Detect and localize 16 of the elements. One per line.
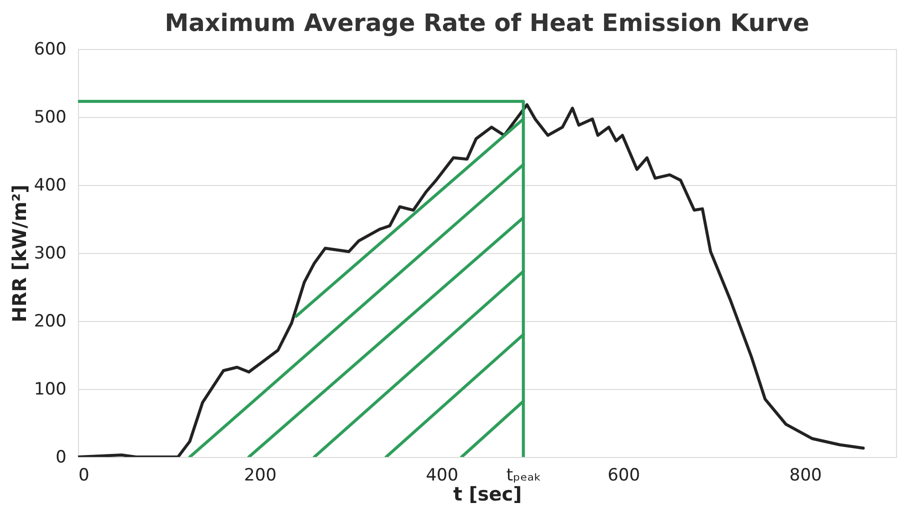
x-axis-title: t [sec] [453, 484, 522, 506]
y-tick-label: 200 [34, 312, 66, 332]
x-tick-label: tₚₑₐₖ [506, 466, 542, 486]
x-tick-label: 600 [608, 466, 640, 486]
y-tick-label: 100 [34, 380, 66, 400]
y-tick-label: 400 [34, 176, 66, 196]
x-tick-label: 0 [78, 466, 90, 486]
x-tick-label: 800 [789, 466, 822, 486]
y-tick-label: 600 [34, 40, 66, 60]
x-tick-label: 400 [426, 466, 458, 486]
y-tick-label: 500 [34, 108, 66, 128]
x-tick-label: 200 [244, 466, 277, 486]
y-axis-title: HRR [kW/m²] [9, 184, 32, 322]
chart-title: Maximum Average Rate of Heat Emission Kurve [164, 9, 810, 37]
y-tick-label: 0 [56, 448, 66, 468]
y-tick-label: 300 [34, 244, 66, 264]
